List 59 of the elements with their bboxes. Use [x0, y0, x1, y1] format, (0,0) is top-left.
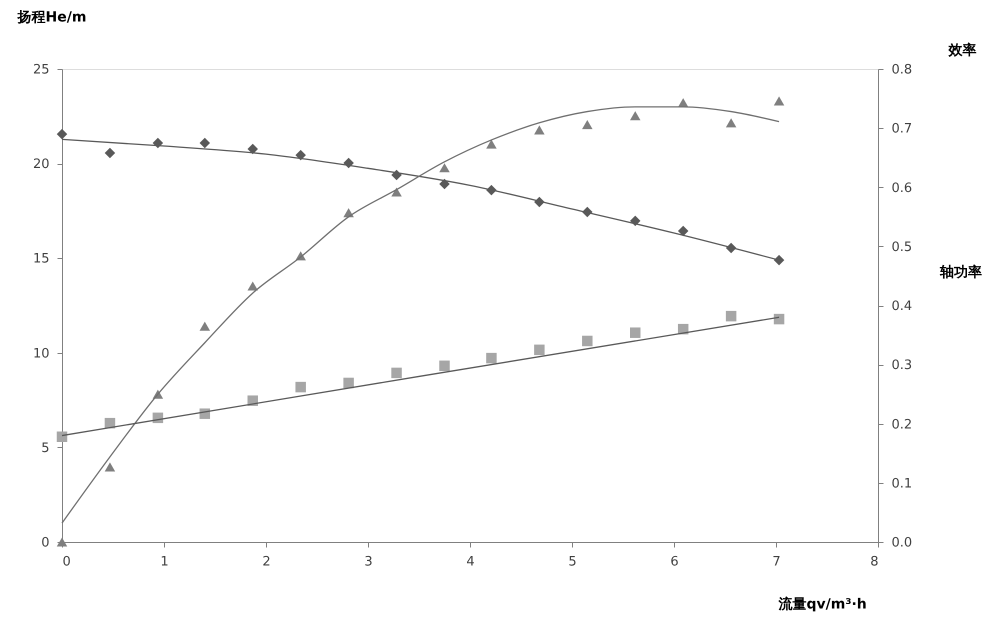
y-tick-label: 25: [32, 62, 50, 78]
y-tick-label: 15: [32, 252, 50, 267]
point: [56, 432, 68, 442]
y2-tick-label: 0.7: [892, 122, 912, 137]
x-tick-label: 7: [772, 554, 781, 570]
text: 轴功率: [939, 263, 982, 280]
y2-tick-label: 0.5: [892, 240, 912, 255]
point: [774, 314, 784, 324]
y2-tick-label: 0.3: [892, 358, 912, 374]
y-tick-label: 20: [32, 157, 50, 172]
point: [726, 310, 736, 322]
y2-tick-label: 0.4: [892, 299, 912, 314]
point: [534, 344, 545, 356]
y-tick-label: 0: [41, 536, 50, 550]
x-tick-label: 1: [160, 554, 169, 570]
y-tick-label: 10: [32, 346, 50, 362]
point: [486, 140, 497, 149]
y-tick-label: 5: [41, 440, 50, 456]
point: [391, 187, 402, 197]
y2-tick-label: 0.0: [892, 536, 912, 550]
point: [295, 150, 306, 160]
x-tick-label: 6: [670, 554, 679, 570]
y2-tick-label: 0.2: [892, 417, 912, 432]
x-tick-label: 2: [262, 554, 271, 570]
point: [439, 163, 450, 172]
point: [534, 125, 545, 134]
x-tick-label: 5: [568, 554, 577, 570]
x-tick-label: 4: [466, 554, 475, 570]
y2-tick-label: 0.6: [892, 180, 912, 196]
y2-axis-title: 效率: [948, 42, 976, 58]
point: [439, 178, 450, 190]
point: [104, 148, 116, 158]
point: [439, 360, 450, 372]
x-tick-label: 3: [364, 554, 373, 570]
x-tick-label: 8: [870, 554, 878, 570]
point: [630, 111, 640, 120]
point: [774, 96, 784, 106]
point: [56, 128, 68, 140]
point: [726, 118, 736, 128]
point: [200, 138, 210, 148]
point: [391, 368, 402, 378]
y2-tick-label: 0.1: [892, 476, 912, 492]
point: [582, 120, 593, 130]
point: [678, 226, 688, 236]
point: [343, 378, 354, 388]
point: [247, 144, 258, 154]
point: [56, 537, 68, 547]
y2-tick-label: 0.8: [892, 62, 912, 78]
point: [200, 322, 210, 331]
point: [486, 352, 497, 364]
point: [582, 336, 593, 346]
point: [774, 254, 784, 266]
point: [247, 281, 258, 291]
point: [295, 382, 306, 392]
x-tick-label: 0: [62, 554, 71, 570]
y-axis-title: 扬程He/m: [16, 10, 86, 26]
point: [104, 462, 116, 472]
point: [630, 327, 640, 338]
x-axis-title: 流量qv/m³·h: [778, 596, 867, 612]
